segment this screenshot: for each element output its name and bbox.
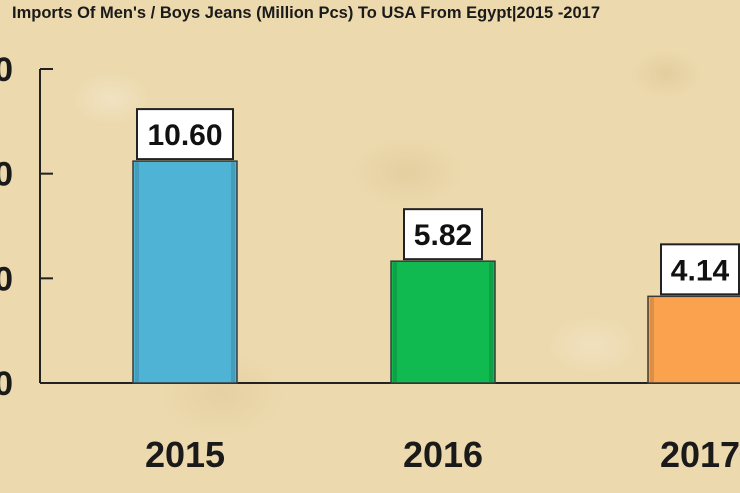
- x-tick-label-2015: 2015: [145, 434, 225, 475]
- y-tick-label: 0: [0, 365, 13, 403]
- bar-edge-shade: [231, 162, 235, 382]
- data-label-2017: 4.14: [671, 254, 730, 287]
- data-label-box: [403, 208, 483, 261]
- bar-2016: [390, 260, 496, 384]
- bar-edge-shade: [489, 262, 493, 382]
- data-label-2015: 10.60: [147, 119, 222, 152]
- y-tick-label: 0: [0, 51, 13, 89]
- x-tick-label-2016: 2016: [403, 434, 483, 475]
- bar-edge-shade: [135, 162, 139, 382]
- bar-edge-shade: [650, 297, 654, 382]
- bar-2017: [647, 295, 740, 384]
- bar-2015: [132, 160, 238, 384]
- data-label-box: [660, 243, 740, 296]
- chart-bars: [132, 160, 740, 384]
- y-tick-label: 0: [0, 260, 13, 298]
- y-tick-label: 0: [0, 156, 13, 194]
- chart-axes: 0 0 0 0: [0, 51, 740, 403]
- data-label-box: [136, 108, 234, 161]
- chart-title: Imports Of Men's / Boys Jeans (Million P…: [12, 4, 601, 22]
- bar-edge-shade: [393, 262, 397, 382]
- chart-labels: 10.60 2015 5.82 2016 4.14 2017: [136, 108, 740, 475]
- data-label-2016: 5.82: [414, 219, 472, 252]
- x-tick-label-2017: 2017: [660, 434, 740, 475]
